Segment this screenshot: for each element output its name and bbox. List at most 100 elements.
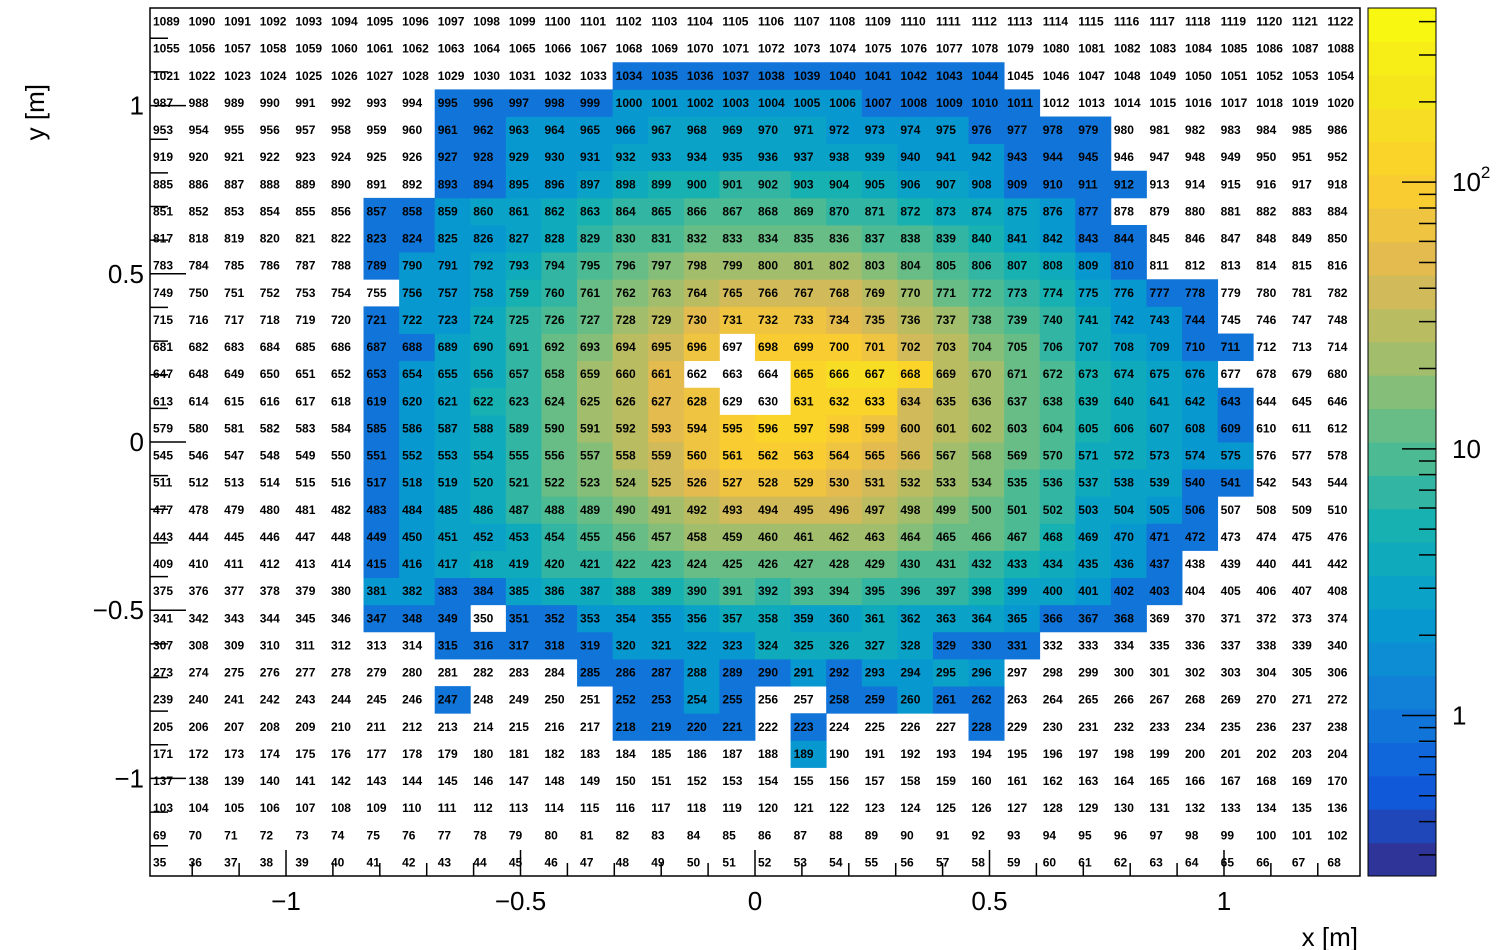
heatmap-cell [683, 414, 720, 443]
cell-number-label: 386 [544, 584, 564, 598]
cell-number-label: 180 [473, 747, 493, 761]
cell-number-label: 247 [438, 693, 458, 707]
cell-number-label: 140 [260, 774, 280, 788]
heatmap-cell [577, 197, 614, 226]
cell-number-label: 269 [1221, 693, 1241, 707]
cell-number-label: 1087 [1292, 42, 1319, 56]
cell-number-label: 811 [1149, 259, 1169, 273]
cell-number-label: 248 [473, 693, 493, 707]
cell-number-label: 37 [224, 855, 238, 869]
heatmap-cell [897, 442, 934, 470]
cell-number-label: 567 [936, 449, 956, 463]
heatmap-cell [1182, 496, 1219, 524]
cell-number-label: 302 [1185, 666, 1205, 680]
cell-number-label: 882 [1256, 204, 1276, 218]
cell-number-label: 560 [687, 449, 707, 463]
cell-number-label: 327 [865, 638, 885, 652]
colorbar-band [1368, 709, 1436, 743]
cell-number-label: 389 [651, 584, 671, 598]
heatmap-cell [577, 252, 614, 280]
cell-number-label: 935 [722, 150, 742, 164]
cell-number-label: 454 [544, 530, 564, 544]
heatmap-cell [1182, 306, 1219, 334]
heatmap-cell [505, 442, 542, 470]
cell-number-label: 67 [1292, 855, 1306, 869]
heatmap-cell [968, 143, 1005, 172]
heatmap-cell [968, 442, 1005, 470]
heatmap-cell [826, 116, 863, 145]
cell-number-label: 1074 [829, 42, 856, 56]
heatmap-cell [577, 333, 614, 362]
cell-number-label: 1019 [1292, 96, 1319, 110]
cell-number-label: 325 [794, 638, 814, 652]
cell-number-label: 204 [1327, 747, 1347, 761]
cell-number-label: 189 [794, 747, 814, 761]
heatmap-cell [1110, 577, 1147, 606]
cell-number-label: 720 [331, 313, 351, 327]
cell-number-label: 899 [651, 177, 671, 191]
cell-number-label: 458 [687, 530, 707, 544]
heatmap-cell [826, 170, 863, 199]
cell-number-label: 489 [580, 503, 600, 517]
cell-number-label: 940 [900, 150, 920, 164]
cell-number-label: 522 [544, 476, 564, 490]
heatmap-cell [897, 89, 934, 117]
cell-number-label: 626 [616, 394, 636, 408]
cell-number-label: 602 [972, 421, 992, 435]
cell-number-label: 787 [295, 259, 315, 273]
cell-number-label: 65 [1221, 855, 1235, 869]
cell-number-label: 370 [1185, 611, 1205, 625]
heatmap-cell [861, 686, 898, 714]
cell-number-label: 1053 [1292, 69, 1319, 83]
heatmap-cell [719, 170, 756, 199]
cell-number-label: 950 [1256, 150, 1276, 164]
heatmap-cell [683, 659, 720, 687]
cell-number-label: 80 [544, 828, 558, 842]
heatmap-cell [790, 659, 827, 687]
cell-number-label: 517 [367, 476, 387, 490]
heatmap-cell [683, 306, 720, 334]
cell-number-label: 507 [1221, 503, 1241, 517]
cell-number-label: 1033 [580, 69, 607, 83]
cell-number-label: 141 [295, 774, 315, 788]
heatmap-cell [719, 550, 756, 579]
cell-number-label: 442 [1327, 557, 1347, 571]
heatmap-cell [505, 414, 542, 443]
colorbar-band [1368, 208, 1436, 243]
heatmap-cell [755, 469, 791, 497]
cell-number-label: 1102 [616, 15, 642, 29]
heatmap-cell [1110, 414, 1147, 443]
cell-number-label: 443 [153, 530, 173, 544]
heatmap-cell [541, 414, 578, 443]
cell-number-label: 814 [1256, 259, 1276, 273]
heatmap-cell [648, 604, 685, 633]
cell-number-label: 200 [1185, 747, 1205, 761]
cell-number-label: 544 [1327, 476, 1347, 490]
cell-number-label: 457 [651, 530, 671, 544]
cell-number-label: 352 [544, 611, 564, 625]
cell-number-label: 374 [1327, 611, 1347, 625]
heatmap-cell [363, 333, 400, 362]
cell-number-label: 757 [438, 286, 458, 300]
cell-number-label: 355 [651, 611, 671, 625]
cell-number-label: 708 [1114, 340, 1134, 354]
heatmap-cell [826, 387, 863, 416]
heatmap-cell [861, 225, 898, 253]
cell-number-label: 1057 [224, 42, 251, 56]
cell-number-label: 920 [189, 150, 209, 164]
heatmap-cell [648, 306, 685, 334]
heatmap-cell [755, 523, 791, 551]
cell-number-label: 504 [1114, 503, 1134, 517]
heatmap-cell [541, 523, 578, 551]
heatmap-cell [1146, 279, 1183, 307]
cell-number-label: 734 [829, 313, 849, 327]
heatmap-cell [968, 62, 1005, 90]
heatmap-cell [1110, 225, 1147, 253]
cell-number-label: 987 [153, 96, 173, 110]
cell-number-label: 618 [331, 394, 351, 408]
cell-number-label: 926 [402, 150, 422, 164]
cell-number-label: 896 [544, 177, 564, 191]
heatmap-cell [932, 659, 969, 687]
cell-number-label: 747 [1292, 313, 1312, 327]
heatmap-cell [648, 523, 685, 551]
